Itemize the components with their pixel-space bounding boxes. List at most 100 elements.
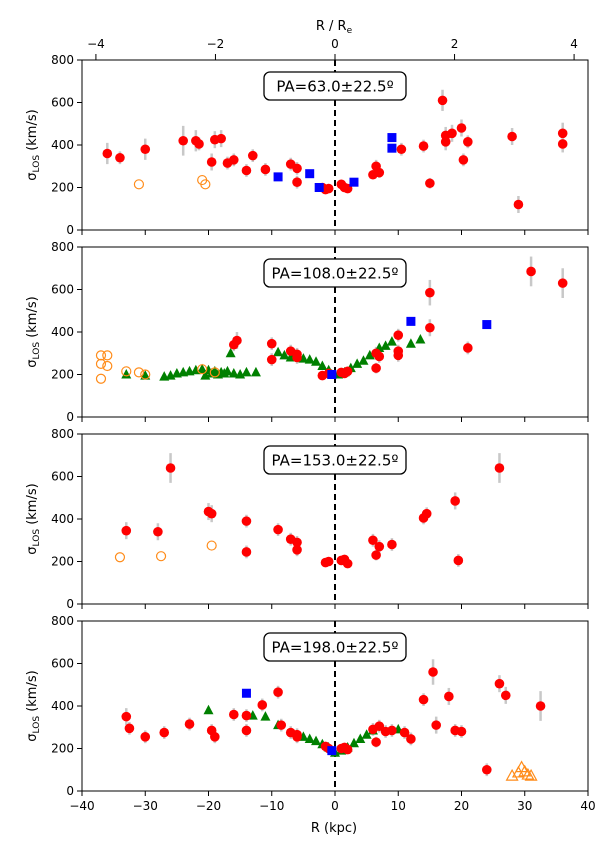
blue-point <box>387 143 397 153</box>
red-point <box>399 727 410 738</box>
y-tick-label: 600 <box>51 96 74 110</box>
green-point <box>260 711 271 721</box>
green-point <box>355 733 366 743</box>
red-point <box>184 719 195 729</box>
pa-title-box <box>263 445 407 475</box>
red-point <box>513 199 524 210</box>
red-point <box>431 720 442 730</box>
green-point <box>121 369 132 379</box>
red-point <box>535 701 546 711</box>
y-tick-label: 200 <box>51 181 74 195</box>
green-point <box>140 370 151 380</box>
red-point <box>206 157 217 167</box>
y-tick-label: 0 <box>66 784 74 798</box>
green-point <box>380 340 391 350</box>
red-point <box>229 709 239 720</box>
red-point <box>241 725 252 736</box>
red-point <box>266 354 277 365</box>
red-point <box>241 516 252 526</box>
red-point <box>210 732 220 742</box>
orange-point <box>95 373 107 384</box>
green-point <box>352 358 363 368</box>
orange-point <box>155 551 167 562</box>
panel-frame <box>81 620 589 792</box>
y-tick-label: 0 <box>66 223 74 237</box>
green-point <box>203 704 214 715</box>
red-point <box>456 726 467 737</box>
red-point <box>456 123 467 133</box>
green-point <box>219 367 230 378</box>
blue-point <box>273 172 283 182</box>
red-point <box>342 558 353 569</box>
red-point <box>232 335 242 346</box>
red-point <box>387 725 397 736</box>
red-point <box>292 537 302 548</box>
red-point <box>342 366 353 377</box>
red-point <box>292 352 302 363</box>
red-point <box>241 710 252 721</box>
green-point <box>279 349 290 360</box>
red-point <box>557 128 568 139</box>
panel-frame <box>81 246 589 418</box>
green-point <box>415 333 426 344</box>
pa-title-box <box>263 71 407 101</box>
orange-point <box>114 552 126 563</box>
y-tick-label: 200 <box>51 555 74 569</box>
orange-point <box>200 179 211 190</box>
red-point <box>323 183 334 194</box>
red-point <box>165 463 176 473</box>
y-axis-label: σLOS (km/s) <box>25 109 42 180</box>
green-point <box>405 338 416 348</box>
green-point <box>361 729 372 739</box>
x-tick-label: −30 <box>133 799 158 813</box>
orange-point <box>102 350 113 361</box>
green-point <box>348 737 359 748</box>
x-tick-label: −10 <box>259 799 284 813</box>
red-point <box>393 346 404 356</box>
top-tick-label: 0 <box>331 37 339 51</box>
green-point <box>241 366 252 377</box>
green-point <box>206 367 217 378</box>
y-tick-label: 400 <box>51 512 74 526</box>
red-point <box>396 144 407 155</box>
red-point <box>371 363 381 373</box>
red-point <box>440 137 451 147</box>
orange-triangle-point <box>505 768 519 781</box>
red-point <box>418 141 429 151</box>
red-point <box>557 139 568 149</box>
x-tick-label: 10 <box>391 799 406 813</box>
red-point <box>494 463 505 473</box>
pa-title: PA=63.0±22.5º <box>276 78 393 96</box>
orange-point <box>102 360 113 372</box>
pa-title: PA=108.0±22.5º <box>272 265 399 283</box>
red-point <box>557 278 568 288</box>
blue-point <box>327 370 337 379</box>
orange-triangle-point <box>521 767 535 780</box>
x-tick-label: 40 <box>580 799 595 813</box>
red-point <box>194 139 204 149</box>
red-point <box>276 720 287 730</box>
red-point <box>121 525 132 536</box>
red-point <box>241 165 252 176</box>
red-point <box>178 135 188 146</box>
green-point <box>273 346 284 357</box>
red-point <box>159 727 170 738</box>
blue-point <box>305 169 315 179</box>
red-point <box>229 155 239 165</box>
red-point <box>374 351 385 362</box>
x-tick-label: −20 <box>196 799 221 813</box>
red-point <box>458 155 469 165</box>
red-point <box>428 667 438 677</box>
blue-point <box>387 133 397 143</box>
panel-frame <box>81 433 589 605</box>
red-point <box>494 678 505 689</box>
red-point <box>121 711 132 722</box>
panel-153: 0 200 400 600 800 σLOS (km/s) PA=153.0±22.5º <box>25 427 589 611</box>
pa-title: PA=153.0±22.5º <box>272 452 399 470</box>
red-point <box>266 338 277 349</box>
red-point <box>453 555 464 566</box>
red-point <box>292 163 302 174</box>
green-point <box>311 735 322 746</box>
red-point <box>437 95 448 106</box>
blue-point <box>349 177 359 187</box>
